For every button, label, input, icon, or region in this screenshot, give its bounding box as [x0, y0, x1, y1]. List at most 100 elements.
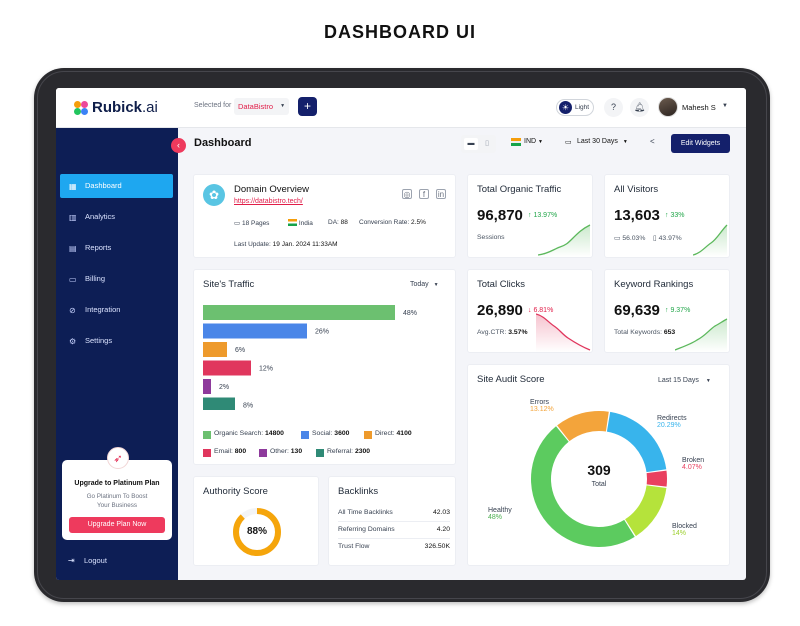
add-site-button[interactable]: + [298, 97, 317, 116]
legend-swatch [316, 449, 324, 457]
mobile-share: ▯ 43.97% [653, 235, 682, 242]
backlinks-row: All Time Backlinks 42.03 [338, 509, 450, 516]
legend-swatch [203, 431, 211, 439]
donut-slice-broken[interactable] [646, 470, 667, 487]
facebook-icon[interactable]: f [419, 189, 429, 199]
visitors-value: 13,603 [614, 207, 660, 224]
bar-value-label: 8% [243, 403, 253, 410]
share-icon[interactable]: < [650, 137, 655, 146]
bar-email [203, 360, 251, 376]
visitors-delta: ↑ 33% [665, 212, 685, 219]
india-flag-icon [288, 219, 297, 226]
organic-traffic-sub: Sessions [477, 234, 505, 241]
last-update: Last Update: 19 Jan. 2024 11:33AM [234, 241, 338, 248]
date-range-select[interactable]: ▭ Last 30 Days ▼ [565, 138, 628, 146]
bell-icon[interactable]: 🔔︎ [630, 98, 649, 117]
domain-url-link[interactable]: https://databistro.tech/ [234, 198, 303, 205]
chevron-down-icon: ▼ [433, 282, 439, 288]
sidebar-item-integration[interactable]: ⊘ Integration [60, 298, 173, 322]
clicks-card: Total Clicks 26,890 ↓ 6.81% Avg.CTR: 3.5… [467, 269, 593, 353]
view-toggle[interactable]: ▬ ▯ [461, 135, 496, 153]
audit-label-broken: Broken 4.07% [682, 457, 705, 471]
pages-count: ▭ 18 Pages [234, 220, 270, 227]
avg-ctr: Avg.CTR: 3.57% [477, 329, 528, 336]
backlinks-row: Trust Flow 326.50K [338, 543, 450, 550]
audit-label-blocked: Blocked 14% [672, 523, 697, 537]
india-flag-icon [511, 138, 521, 146]
conversion-rate: Conversion Rate: 2.5% [359, 219, 426, 226]
legend-other: Other: 130 [259, 448, 302, 457]
donut-slice-errors[interactable] [557, 411, 609, 442]
donut-slice-healthy[interactable] [531, 426, 635, 547]
tablet-frame: Rubick.ai Selected for DataBistro + ☀ Li… [34, 68, 770, 602]
sidebar-item-dashboard[interactable]: ▦ Dashboard [60, 174, 173, 198]
avatar[interactable] [658, 97, 678, 117]
grid-icon: ▦ [69, 182, 77, 191]
organic-traffic-value: 96,870 [477, 207, 523, 224]
gauge-fill [233, 508, 281, 556]
bar-value-label: 26% [315, 329, 329, 336]
domain-overview-title: Domain Overview [234, 184, 309, 195]
clicks-delta: ↓ 6.81% [528, 307, 554, 314]
total-keywords: Total Keywords: 653 [614, 329, 676, 336]
help-button[interactable]: ? [604, 98, 623, 117]
bar-value-label: 6% [235, 347, 245, 354]
analytics-icon: ▥ [69, 213, 77, 222]
authority-value: 88% [246, 526, 267, 537]
country-select[interactable]: IND ▼ [511, 138, 543, 146]
domain-country: India [288, 219, 313, 227]
upgrade-card: ➶ Upgrade to Platinum Plan Go Platinum T… [62, 447, 172, 540]
bar-social [203, 323, 307, 339]
sidebar-item-billing[interactable]: ▭ Billing [60, 267, 173, 291]
mobile-icon[interactable]: ▯ [485, 140, 489, 147]
gear-icon: ⚙ [69, 337, 77, 346]
country-label: IND [524, 138, 537, 145]
brand-logo[interactable]: Rubick.ai [74, 99, 158, 116]
divider [338, 538, 450, 539]
sidebar: ▦ Dashboard ▥ Analytics ▤ Reports ▭ Bill… [56, 128, 178, 580]
visitors-card: All Visitors 13,603 ↑ 33% ▭ 56.03% ▯ 43.… [604, 174, 730, 258]
site-traffic-range-select[interactable]: Today ▼ [410, 281, 439, 288]
audit-label-errors: Errors 13.12% [530, 399, 554, 413]
linkedin-icon[interactable]: in [436, 189, 446, 199]
clicks-title: Total Clicks [477, 279, 526, 290]
legend-social: Social: 3600 [301, 430, 349, 439]
backlinks-card: Backlinks All Time Backlinks 42.03 Referr… [328, 476, 456, 566]
clicks-sparkline [536, 313, 591, 352]
bar-value-label: 12% [259, 366, 273, 373]
site-audit-range-select[interactable]: Last 15 Days ▼ [658, 377, 711, 384]
mobile-icon: ▯ [653, 235, 657, 242]
instagram-icon[interactable]: ◎ [402, 189, 412, 199]
donut-slice-redirects[interactable] [606, 411, 667, 473]
sidebar-item-analytics[interactable]: ▥ Analytics [60, 205, 173, 229]
bar-value-label: 48% [403, 310, 417, 317]
desktop-icon[interactable]: ▬ [464, 138, 478, 150]
site-audit-card: Site Audit Score Last 15 Days ▼ 309 Tota… [467, 364, 730, 566]
reports-icon: ▤ [69, 244, 77, 253]
logout-icon[interactable]: ⇥ [68, 556, 75, 565]
app-screen: Rubick.ai Selected for DataBistro + ☀ Li… [56, 88, 746, 580]
bar-direct [203, 342, 227, 357]
sidebar-item-label: Reports [85, 243, 112, 252]
sidebar-item-reports[interactable]: ▤ Reports [60, 236, 173, 260]
legend-organic-search: Organic Search: 14800 [203, 430, 284, 439]
sidebar-item-label: Integration [85, 305, 121, 314]
collapse-sidebar-button[interactable]: ‹ [171, 138, 186, 153]
sidebar-item-settings[interactable]: ⚙ Settings [60, 329, 173, 353]
top-bar: Rubick.ai Selected for DataBistro + ☀ Li… [56, 88, 746, 128]
site-select[interactable]: DataBistro [234, 98, 290, 115]
backlinks-row: Referring Domains 4.20 [338, 526, 450, 533]
sidebar-item-label: Dashboard [85, 181, 122, 190]
divider [338, 521, 450, 522]
site-audit-donut-chart [531, 411, 667, 547]
upgrade-plan-button[interactable]: Upgrade Plan Now [69, 517, 165, 533]
donut-slice-blocked[interactable] [625, 485, 667, 537]
logout-link[interactable]: Logout [84, 556, 107, 565]
theme-toggle[interactable]: ☀ Light [556, 99, 594, 116]
audit-total-label: Total [591, 481, 607, 488]
sidebar-item-label: Settings [85, 336, 113, 345]
edit-widgets-button[interactable]: Edit Widgets [671, 134, 730, 153]
bar-value-label: 2% [219, 384, 229, 391]
user-name[interactable]: Mahesh S [682, 103, 716, 112]
chevron-down-icon[interactable]: ▼ [722, 103, 728, 109]
